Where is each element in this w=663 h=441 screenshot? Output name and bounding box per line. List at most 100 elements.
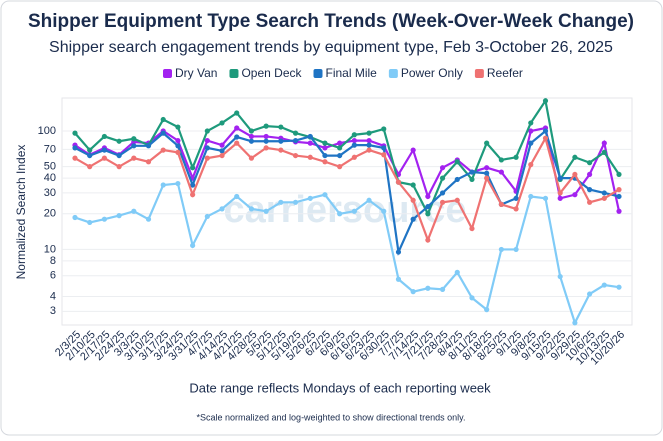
point <box>116 138 122 144</box>
point <box>439 165 446 171</box>
series-line <box>74 97 620 217</box>
point <box>145 216 152 222</box>
point <box>601 149 607 155</box>
point <box>263 133 269 140</box>
point <box>160 182 166 188</box>
point <box>322 192 328 198</box>
point <box>145 143 152 149</box>
legend-label: Open Deck <box>241 66 302 80</box>
point <box>175 149 181 155</box>
point <box>307 195 313 201</box>
point <box>131 136 137 142</box>
y-axis-title: Normalized Search Index <box>14 145 28 280</box>
point <box>219 142 225 148</box>
point <box>101 155 108 161</box>
point <box>572 171 578 178</box>
legend-swatch <box>474 69 484 78</box>
legend: Dry Van Open Deck Final Mile Power Only Reef… <box>163 66 523 80</box>
point <box>381 145 387 151</box>
chart-title: Shipper Equipment Type Search Trends (We… <box>28 11 634 32</box>
point <box>469 295 475 301</box>
footnote: *Scale normalized and log-weighted to sh… <box>197 412 466 422</box>
point <box>204 145 210 151</box>
point <box>190 165 196 171</box>
point <box>586 171 593 178</box>
point <box>513 195 519 201</box>
point <box>263 208 269 214</box>
point <box>219 120 225 126</box>
y-tick-label: 3 <box>50 305 56 317</box>
point <box>219 152 225 159</box>
point <box>278 199 284 205</box>
point <box>542 135 549 141</box>
point <box>528 120 534 126</box>
point <box>601 195 607 201</box>
point <box>278 147 284 153</box>
point <box>337 140 343 146</box>
point <box>351 208 357 214</box>
point <box>381 126 387 132</box>
point <box>542 128 549 134</box>
point <box>469 225 475 232</box>
point <box>263 123 269 129</box>
point <box>87 164 93 170</box>
point <box>307 133 313 140</box>
point <box>234 140 240 146</box>
legend-label: Dry Van <box>175 66 217 80</box>
y-tick-label: 10 <box>44 243 56 255</box>
point <box>366 130 372 136</box>
point <box>248 155 255 161</box>
point <box>248 133 255 140</box>
point <box>586 160 593 166</box>
y-tick-label: 100 <box>38 125 56 137</box>
point <box>292 130 299 136</box>
point <box>219 148 225 154</box>
point <box>219 206 225 212</box>
point <box>616 171 622 178</box>
point <box>263 138 269 144</box>
point <box>101 216 108 222</box>
point <box>586 291 593 297</box>
point <box>557 190 563 196</box>
point <box>498 246 504 253</box>
y-tick-label: 30 <box>44 187 56 199</box>
legend-label: Final Mile <box>326 66 378 80</box>
point <box>322 159 328 165</box>
point <box>204 137 210 144</box>
point <box>410 216 416 222</box>
point <box>160 147 166 153</box>
point <box>542 98 549 104</box>
point <box>528 193 534 200</box>
point <box>72 145 78 151</box>
point <box>204 155 210 161</box>
point <box>175 124 181 130</box>
point <box>454 197 460 203</box>
point <box>439 175 446 181</box>
point <box>616 193 622 200</box>
point <box>484 170 490 176</box>
point <box>351 132 357 138</box>
point <box>395 276 402 282</box>
x-axis-title: Date range reflects Mondays of each repo… <box>189 380 491 395</box>
point <box>263 145 269 151</box>
legend-swatch <box>313 69 323 78</box>
point <box>116 213 122 219</box>
point <box>366 142 372 148</box>
point <box>395 249 402 255</box>
point <box>498 157 504 163</box>
point <box>601 140 607 146</box>
point <box>616 187 622 193</box>
point <box>160 116 166 123</box>
point <box>72 214 78 221</box>
point <box>557 175 563 181</box>
point <box>190 242 196 249</box>
point <box>601 282 607 288</box>
point <box>439 199 446 205</box>
point <box>101 147 108 153</box>
point <box>469 169 475 175</box>
point <box>322 145 328 151</box>
point <box>366 147 372 153</box>
point <box>131 208 137 214</box>
point <box>131 155 137 161</box>
